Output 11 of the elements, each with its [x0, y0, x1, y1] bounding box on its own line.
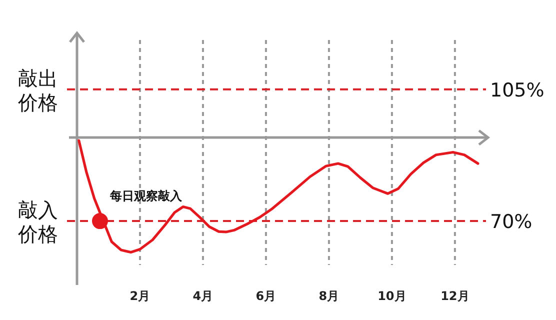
ref-line-label: 敲出价格: [17, 66, 58, 114]
x-tick-label: 12月: [440, 289, 470, 303]
y-tick-label: 105%: [490, 79, 544, 102]
y-tick-label: 70%: [490, 211, 532, 234]
x-tick-label: 8月: [318, 289, 340, 303]
x-tick-label: 6月: [256, 289, 276, 303]
ref-line-label: 敲入价格: [17, 198, 58, 246]
annotation: 每日观察敲入: [108, 189, 183, 204]
x-tick-label: 10月: [378, 289, 406, 303]
x-tick-label: 4月: [192, 289, 214, 303]
x-tick-label: 2月: [130, 289, 150, 303]
